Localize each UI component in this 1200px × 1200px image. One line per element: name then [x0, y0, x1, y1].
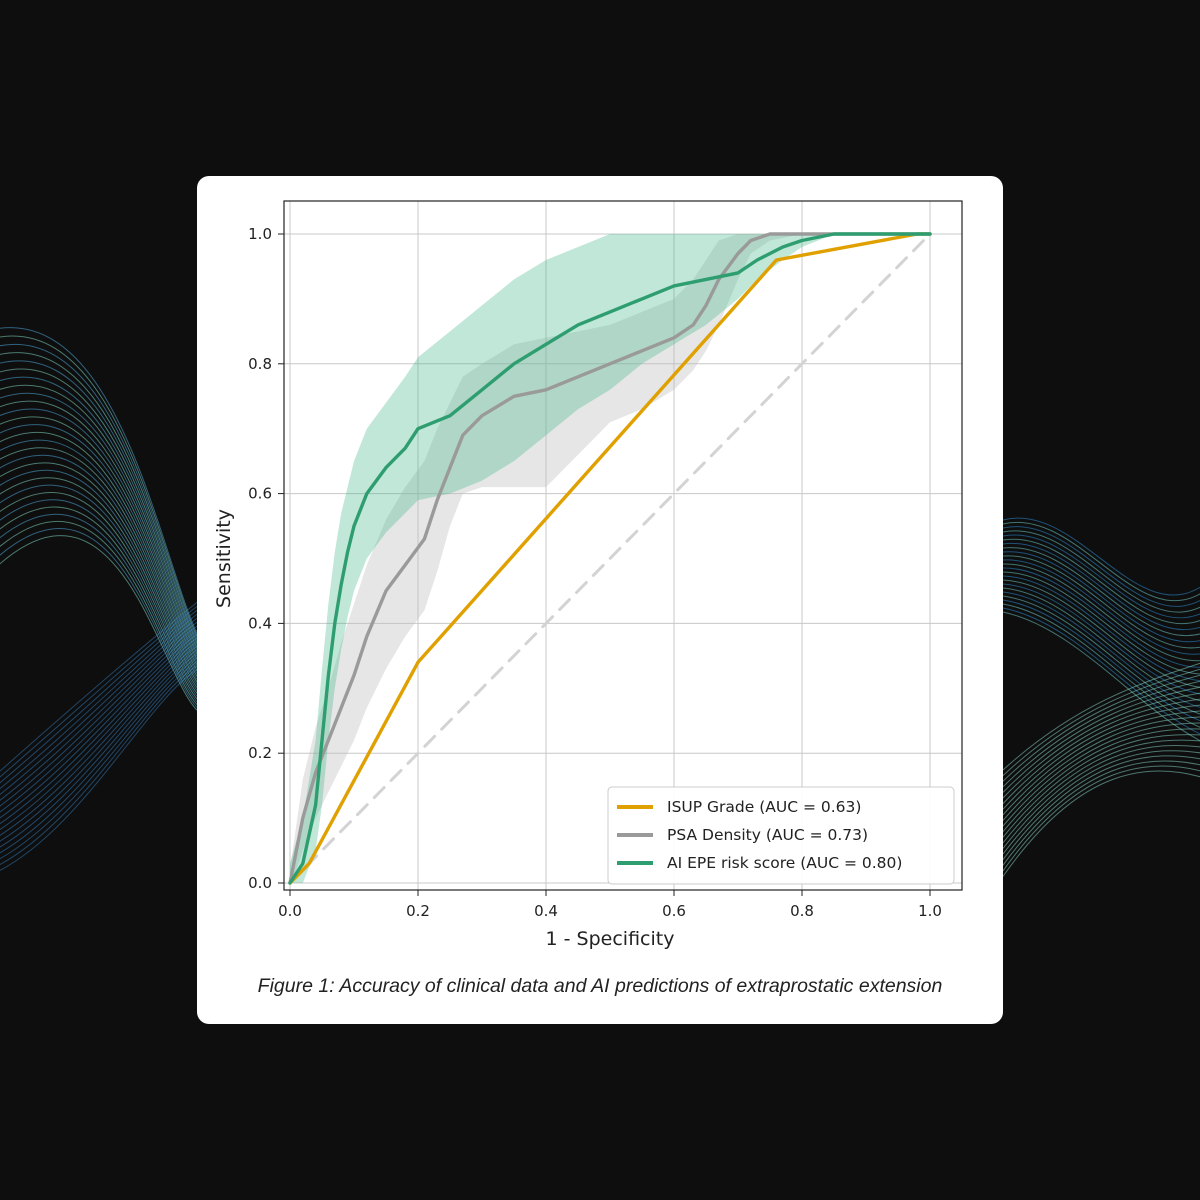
x-tick-label: 0.4: [534, 902, 558, 920]
y-tick-label: 0.0: [248, 874, 272, 892]
y-tick-label: 0.6: [248, 485, 272, 503]
figure-card: 0.0 0.0 0.2 0.2 0.4 0.4 0.6 0.6 0.8 0.8 1.0 1.0 1 -…: [197, 176, 1003, 1024]
x-tick-label: 1.0: [918, 902, 942, 920]
y-tick-label: 0.4: [248, 614, 272, 632]
y-axis-label: Sensitivity: [213, 509, 235, 608]
x-tick-label: 0.8: [790, 902, 814, 920]
x-tick-label: 0.2: [406, 902, 430, 920]
roc-curves: [288, 232, 932, 885]
legend-entry: AI EPE risk score (AUC = 0.80): [667, 854, 902, 872]
y-tick-label: 0.8: [248, 355, 272, 373]
legend-box: [607, 786, 955, 885]
x-axis-label: 1 - Specificity: [546, 928, 675, 950]
chance-line: [288, 232, 932, 885]
roc-curve-1: [288, 232, 932, 885]
x-tick-label: 0.6: [662, 902, 686, 920]
confidence-band-2: [290, 234, 930, 883]
legend-entry: ISUP Grade (AUC = 0.63): [667, 798, 861, 816]
x-tick-label: 0.0: [278, 902, 302, 920]
plot-frame: [283, 200, 963, 891]
legend: ISUP Grade (AUC = 0.63) PSA Density (AUC …: [607, 786, 955, 885]
legend-entry: PSA Density (AUC = 0.73): [667, 826, 868, 844]
roc-chart: 0.0 0.0 0.2 0.2 0.4 0.4 0.6 0.6 0.8 0.8 1.0 1.0 1 -…: [213, 200, 963, 950]
axis-ticks: 0.0 0.0 0.2 0.2 0.4 0.4 0.6 0.6 0.8 0.8 1.0 1.0: [248, 225, 942, 920]
y-tick-label: 0.2: [248, 744, 272, 762]
wave-lines-right: [1002, 517, 1200, 877]
y-tick-label: 1.0: [248, 225, 272, 243]
wave-lines-left: [0, 327, 201, 871]
figure-caption: Figure 1: Accuracy of clinical data and …: [257, 975, 943, 997]
roc-curve-2: [288, 232, 932, 885]
